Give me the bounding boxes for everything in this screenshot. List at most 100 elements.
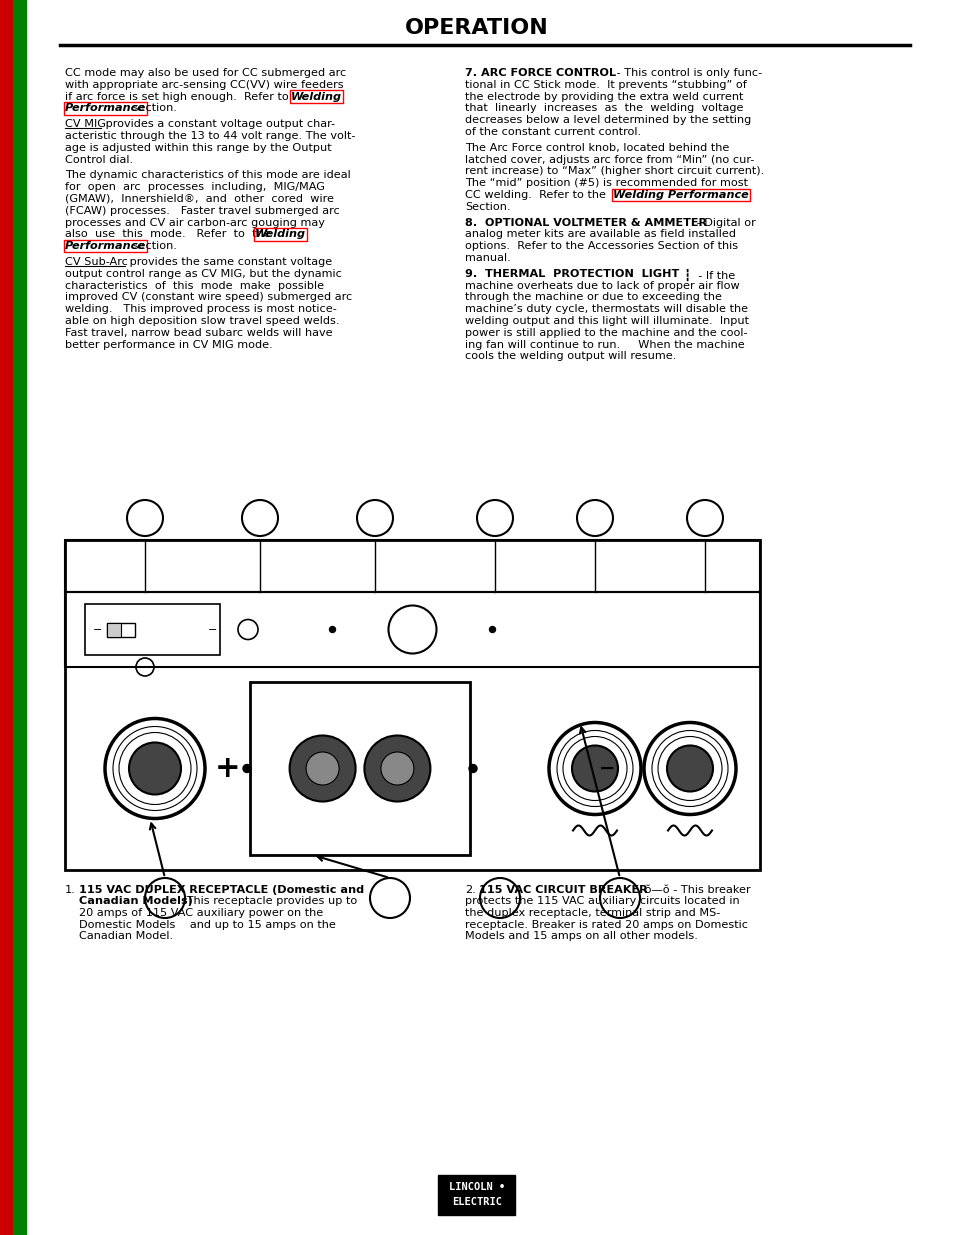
Text: also  use  this  mode.   Refer  to  the: also use this mode. Refer to the [65,230,274,240]
Text: Performance: Performance [65,241,146,251]
Text: Models and 15 amps on all other models.: Models and 15 amps on all other models. [464,931,698,941]
Text: welding output and this light will illuminate.  Input: welding output and this light will illum… [464,316,748,326]
Text: analog meter kits are available as field installed: analog meter kits are available as field… [464,230,735,240]
Text: Return to Section TOC: Return to Section TOC [2,887,11,983]
Circle shape [380,752,414,785]
Text: rent increase) to “Max” (higher short circuit current).: rent increase) to “Max” (higher short ci… [464,167,763,177]
Text: 2.: 2. [464,885,476,895]
Text: (FCAW) processes.   Faster travel submerged arc: (FCAW) processes. Faster travel submerge… [65,206,339,216]
Text: CV MIG: CV MIG [65,120,106,130]
Bar [250,682,470,855]
Text: 9.  THERMAL  PROTECTION  LIGHT: 9. THERMAL PROTECTION LIGHT [464,269,679,279]
Text: - This control is only func-: - This control is only func- [613,68,761,78]
Text: −: − [208,625,217,635]
Text: Canadian Models): Canadian Models) [79,897,193,906]
Text: Welding: Welding [291,91,341,101]
Text: The Arc Force control knob, located behind the: The Arc Force control knob, located behi… [464,143,729,153]
Text: 20 amps of 115 VAC auxiliary power on the: 20 amps of 115 VAC auxiliary power on th… [79,908,323,918]
Text: 1.: 1. [65,885,75,895]
Circle shape [129,742,181,794]
Text: Section.: Section. [464,201,510,211]
Text: section.: section. [129,241,176,251]
Text: improved CV (constant wire speed) submerged arc: improved CV (constant wire speed) submer… [65,293,352,303]
Circle shape [489,626,495,632]
Text: ŏ—ŏ - This breaker: ŏ—ŏ - This breaker [640,885,750,895]
Text: welding.   This improved process is most notice-: welding. This improved process is most n… [65,304,336,314]
Bar [85,604,220,655]
Text: Return to Master TOC: Return to Master TOC [15,324,24,417]
Text: Return to Section TOC: Return to Section TOC [2,62,11,158]
Text: Return to Section TOC: Return to Section TOC [2,322,11,419]
Text: of the constant current control.: of the constant current control. [464,127,640,137]
Text: CC mode may also be used for CC submerged arc: CC mode may also be used for CC submerge… [65,68,346,78]
Bar [13,0,26,1235]
Text: machine overheats due to lack of proper air flow: machine overheats due to lack of proper … [464,280,739,290]
Text: output control range as CV MIG, but the dynamic: output control range as CV MIG, but the … [65,269,341,279]
Text: that  linearly  increases  as  the  welding  voltage: that linearly increases as the welding v… [464,104,742,114]
Text: for  open  arc  processes  including,  MIG/MAG: for open arc processes including, MIG/MA… [65,183,325,193]
Text: This receptacle provides up to: This receptacle provides up to [183,897,356,906]
Text: ELECTRIC: ELECTRIC [452,1197,501,1207]
Text: Welding: Welding [254,230,306,240]
Text: Return to Master TOC: Return to Master TOC [15,888,24,982]
Text: section.: section. [129,104,176,114]
Text: OPERATION: OPERATION [405,19,548,38]
Circle shape [666,746,712,792]
Text: tional in CC Stick mode.  It prevents “stubbing” of: tional in CC Stick mode. It prevents “st… [464,80,746,90]
Circle shape [290,736,355,802]
Text: ┇  - If the: ┇ - If the [677,269,735,280]
Text: 7. ARC FORCE CONTROL: 7. ARC FORCE CONTROL [464,68,616,78]
Text: Welding Performance: Welding Performance [613,190,748,200]
Text: the electrode by providing the extra weld current: the electrode by providing the extra wel… [464,91,742,101]
Text: provides the same constant voltage: provides the same constant voltage [126,257,332,267]
Text: processes and CV air carbon-arc gouging may: processes and CV air carbon-arc gouging … [65,217,325,227]
Text: 115 VAC CIRCUIT BREAKER: 115 VAC CIRCUIT BREAKER [478,885,647,895]
Text: −: − [598,760,615,778]
Text: latched cover, adjusts arc force from “Min” (no cur-: latched cover, adjusts arc force from “M… [464,154,754,164]
Text: the duplex receptacle, terminal strip and MS-: the duplex receptacle, terminal strip an… [464,908,720,918]
Circle shape [572,746,618,792]
Text: ing fan will continue to run.     When the machine: ing fan will continue to run. When the m… [464,340,744,350]
Text: Control dial.: Control dial. [65,154,133,164]
Text: (GMAW),  Innershield®,  and  other  cored  wire: (GMAW), Innershield®, and other cored wi… [65,194,334,204]
Text: LINCOLN •: LINCOLN • [449,1182,504,1192]
Text: machine’s duty cycle, thermostats will disable the: machine’s duty cycle, thermostats will d… [464,304,747,314]
Text: - Digital or: - Digital or [692,217,755,227]
Bar [107,622,121,636]
Text: power is still applied to the machine and the cool-: power is still applied to the machine an… [464,327,747,338]
Text: The dynamic characteristics of this mode are ideal: The dynamic characteristics of this mode… [65,170,351,180]
Text: provides a constant voltage output char-: provides a constant voltage output char- [102,120,335,130]
Bar [65,540,760,592]
Text: characteristics  of  this  mode  make  possible: characteristics of this mode make possib… [65,280,324,290]
Text: options.  Refer to the Accessories Section of this: options. Refer to the Accessories Sectio… [464,241,738,251]
Text: protects the 115 VAC auxiliary circuits located in: protects the 115 VAC auxiliary circuits … [464,897,739,906]
Text: Performance: Performance [65,104,146,114]
Text: through the machine or due to exceeding the: through the machine or due to exceeding … [464,293,721,303]
Circle shape [329,626,335,632]
Text: Return to Master TOC: Return to Master TOC [15,63,24,157]
Text: Canadian Model.: Canadian Model. [79,931,172,941]
FancyBboxPatch shape [438,1174,515,1215]
Bar [0,0,13,1235]
Text: able on high deposition slow travel speed welds.: able on high deposition slow travel spee… [65,316,339,326]
Text: cools the welding output will resume.: cools the welding output will resume. [464,352,676,362]
Bar [65,540,760,869]
Circle shape [469,764,476,773]
Text: 115 VAC DUPLEX RECEPTACLE (Domestic and: 115 VAC DUPLEX RECEPTACLE (Domestic and [79,885,364,895]
Text: CV Sub-Arc: CV Sub-Arc [65,257,128,267]
Text: acteristic through the 13 to 44 volt range. The volt-: acteristic through the 13 to 44 volt ran… [65,131,355,141]
Text: CC welding.  Refer to the: CC welding. Refer to the [464,190,609,200]
Text: −: − [92,625,102,635]
Text: Domestic Models    and up to 15 amps on the: Domestic Models and up to 15 amps on the [79,920,335,930]
Text: Return to Master TOC: Return to Master TOC [15,588,24,682]
Text: with appropriate arc-sensing CC(VV) wire feeders: with appropriate arc-sensing CC(VV) wire… [65,80,343,90]
Text: +: + [214,755,240,783]
Bar [107,622,135,636]
Text: better performance in CV MIG mode.: better performance in CV MIG mode. [65,340,273,350]
Circle shape [306,752,338,785]
Text: Return to Section TOC: Return to Section TOC [2,587,11,683]
Text: age is adjusted within this range by the Output: age is adjusted within this range by the… [65,143,332,153]
Bar [65,592,760,667]
Circle shape [243,764,251,773]
Circle shape [364,736,430,802]
